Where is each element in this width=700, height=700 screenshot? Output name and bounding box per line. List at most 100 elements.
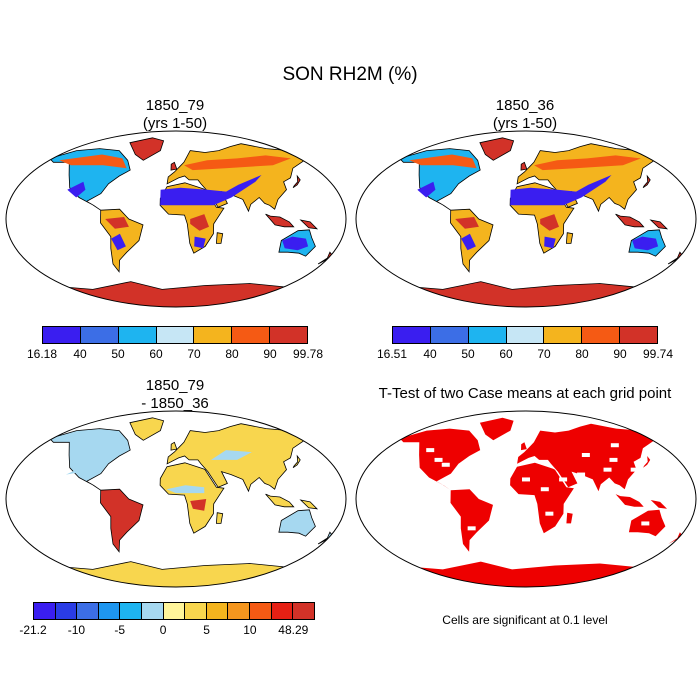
field-region: [544, 236, 556, 249]
field-region: [190, 499, 207, 511]
colorbar-label: 60: [149, 347, 163, 361]
nonsignificant-cell: [522, 477, 530, 482]
land-greenland: [129, 417, 165, 441]
colorbar-label: 5: [203, 623, 210, 637]
colorbar-label: 99.78: [292, 347, 324, 361]
colorbar-label: -21.2: [19, 623, 47, 637]
field-region: [461, 233, 476, 251]
nonsignificant-cell: [467, 526, 476, 531]
land-uk: [520, 161, 528, 171]
land-indonesia: [265, 213, 295, 228]
nonsignificant-cell: [577, 472, 586, 477]
colorbar-label: 16.18: [26, 347, 58, 361]
field-region: [184, 155, 291, 171]
nonsignificant-cell: [630, 467, 639, 472]
land-madagascar: [215, 512, 224, 524]
colorbar-label: 80: [225, 347, 239, 361]
nonsignificant-cell: [609, 457, 618, 462]
colorbar-top-left: 16.18 40 50 60 70 80 90 99.78: [27, 326, 323, 362]
colorbar-label: 50: [111, 347, 125, 361]
colorbar-box: [544, 327, 583, 343]
colorbar-label: -10: [67, 623, 86, 637]
map-bottom-left: [5, 410, 347, 588]
colorbar-boxes: [42, 326, 308, 344]
nonsignificant-cell: [610, 443, 619, 448]
colorbar-label: 10: [243, 623, 257, 637]
field-region: [632, 236, 659, 251]
nonsignificant-cell: [545, 511, 554, 516]
land-greenland: [129, 137, 165, 161]
colorbar-label: 50: [461, 347, 475, 361]
field-region: [540, 214, 559, 231]
panel-title-top-left: 1850_79 (yrs 1-50): [25, 97, 325, 133]
field-region: [190, 214, 209, 231]
colorbar-label: 60: [499, 347, 513, 361]
colorbar-box: [270, 327, 308, 343]
land-madagascar: [215, 232, 224, 244]
land-namerica: [48, 428, 131, 491]
figure-title: SON RH2M (%): [282, 64, 418, 85]
field-region: [160, 175, 262, 206]
bottom-right-title: T-Test of two Case means at each grid po…: [378, 385, 672, 402]
map-border: [5, 130, 347, 308]
colorbar-label: 16.51: [376, 347, 408, 361]
top-left-title-line1: 1850_79: [145, 97, 205, 114]
land-nz: [668, 532, 683, 544]
land-uk: [170, 161, 178, 171]
colorbar-box: [55, 603, 78, 619]
bottom-left-title-line1: 1850_79: [145, 377, 205, 394]
map-bottom-right: [355, 410, 697, 588]
nonsignificant-cell: [434, 457, 443, 462]
colorbar-box: [620, 327, 658, 343]
colorbar-box: [77, 603, 99, 619]
colorbar-box: [468, 327, 507, 343]
land-newguinea: [299, 219, 319, 230]
land-greenland: [479, 137, 515, 161]
colorbar-label: 80: [575, 347, 589, 361]
land-eurasia: [517, 423, 660, 492]
colorbar-top-right: 16.51 40 50 60 70 80 90 99.74: [377, 326, 673, 362]
colorbar-label: 90: [613, 347, 627, 361]
nonsignificant-cell: [581, 453, 590, 457]
colorbar-label: -5: [114, 623, 126, 637]
colorbar-box: [34, 603, 56, 619]
land-indonesia: [615, 213, 645, 228]
colorbar-box: [156, 327, 195, 343]
land-japan: [643, 456, 651, 468]
land-newguinea: [299, 499, 319, 510]
colorbar-label: 70: [537, 347, 551, 361]
nonsignificant-cell: [603, 467, 612, 472]
land-japan: [642, 174, 651, 189]
significance-note: Cells are significant at 0.1 level: [442, 613, 608, 627]
panel-title-bottom-left: 1850_79 - 1850_36: [25, 377, 325, 413]
field-region: [166, 485, 205, 494]
field-region: [409, 154, 477, 169]
colorbar-box: [185, 603, 207, 619]
land-japan: [292, 454, 301, 469]
field-region: [105, 217, 129, 229]
land-uk: [170, 441, 178, 451]
land-greenland: [479, 417, 514, 441]
field-region: [510, 175, 612, 206]
field-region: [111, 233, 126, 251]
field-region: [417, 181, 436, 198]
field-region: [59, 154, 127, 169]
colorbar-box: [250, 603, 272, 619]
land-indonesia: [265, 493, 295, 508]
nonsignificant-cell: [559, 477, 568, 482]
nonsignificant-cell: [441, 462, 450, 467]
field-region: [534, 155, 641, 171]
colorbar-box: [506, 327, 545, 343]
land-newguinea: [649, 219, 669, 230]
colorbar-box: [393, 327, 431, 343]
land-africa: [159, 462, 225, 534]
colorbar-box: [98, 603, 121, 619]
land-madagascar: [566, 512, 573, 524]
colorbar-box: [232, 327, 271, 343]
colorbar-bottom-left: -21.2 -10 -5 0 5 10 48.29: [19, 602, 315, 638]
colorbar-label: 40: [73, 347, 87, 361]
land-japan: [292, 174, 301, 189]
land-samerica: [450, 489, 493, 552]
colorbar-box: [582, 327, 621, 343]
map-border: [355, 130, 697, 308]
